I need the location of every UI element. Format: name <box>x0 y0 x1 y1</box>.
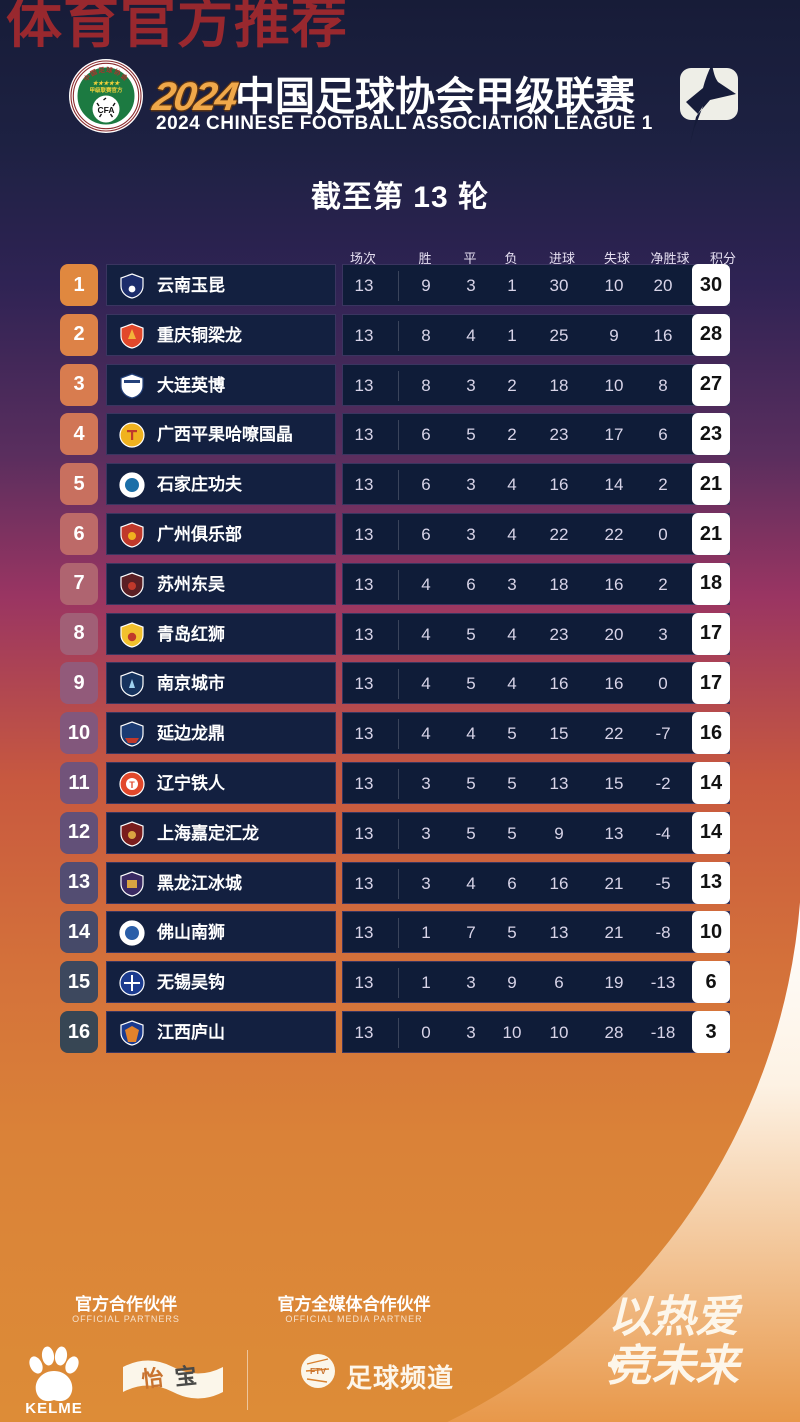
svg-text:★★★★★: ★★★★★ <box>93 80 122 87</box>
svg-text:宝: 宝 <box>173 1363 198 1390</box>
svg-text:以热爱: 以热爱 <box>608 1294 743 1342</box>
svg-text:FTV: FTV <box>310 1366 326 1376</box>
svg-text:T: T <box>129 780 135 790</box>
svg-text:CFA: CFA <box>98 105 115 115</box>
svg-text:竞未来: 竞未来 <box>608 1343 744 1391</box>
svg-text:怡: 怡 <box>140 1365 165 1392</box>
svg-text:甲级联赛官方: 甲级联赛官方 <box>89 86 123 94</box>
svg-text:KELME: KELME <box>25 1400 83 1417</box>
